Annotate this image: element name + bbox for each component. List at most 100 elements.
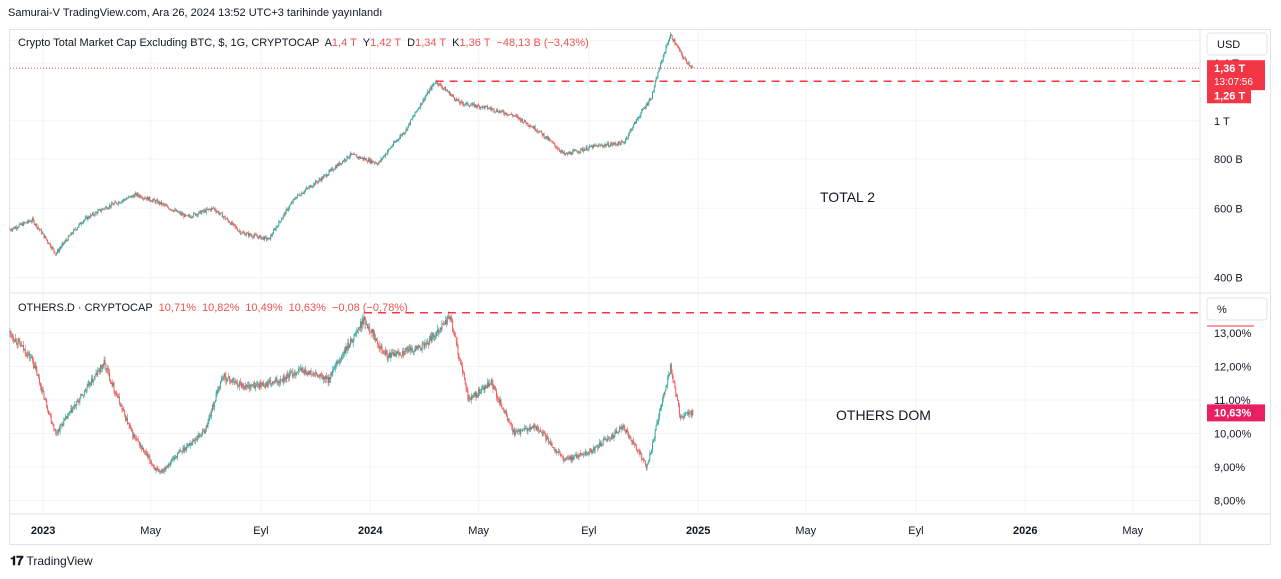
total2-candle	[401, 134, 403, 136]
others-dom-candle	[238, 385, 239, 387]
total2-candle	[154, 200, 156, 203]
total2-candle	[593, 144, 595, 146]
others-dom-candle	[602, 439, 604, 445]
total2-candle	[230, 221, 232, 225]
total2-level-badge-text: 1,26 T	[1214, 90, 1245, 102]
total2-candle	[483, 106, 485, 109]
total2-candle	[193, 213, 195, 217]
total2-candle	[179, 212, 181, 215]
others-dom-candle	[132, 431, 134, 438]
total2-candle	[648, 100, 650, 104]
others-dom-candle	[350, 338, 351, 346]
total2-candle	[432, 85, 434, 86]
total2-candle	[349, 156, 351, 158]
total2-candle	[378, 161, 380, 164]
total2-candle	[502, 110, 504, 112]
others-dom-candle	[190, 443, 192, 445]
total2-candle	[221, 212, 222, 214]
total2-candle	[339, 162, 341, 165]
others-dom-candle	[527, 428, 529, 432]
total2-candle	[269, 237, 271, 240]
total2-candle	[173, 210, 175, 212]
total2-candle	[376, 163, 378, 165]
others-dom-candle	[470, 399, 472, 401]
total2-candle	[625, 139, 627, 143]
others-change-value: −0,08 (−0,78%)	[332, 302, 408, 314]
total2-candle	[126, 198, 127, 200]
total2-candle	[114, 201, 116, 204]
total2-candle	[171, 209, 173, 211]
others-dom-candle	[267, 382, 269, 387]
x-tick-label: Eyl	[908, 525, 923, 537]
total2-candle	[288, 208, 290, 211]
total2-candle	[692, 66, 694, 68]
total2-candle	[268, 237, 270, 239]
total2-candle	[134, 194, 136, 198]
total2-candle	[530, 126, 532, 128]
others-dom-candle	[298, 368, 300, 370]
others-dom-candle	[292, 375, 294, 377]
others-dom-candle	[172, 459, 174, 461]
total2-candle	[337, 164, 339, 166]
total2-candle	[488, 108, 489, 110]
others-dom-candle	[686, 413, 687, 414]
total2-candle	[187, 215, 189, 216]
total2-candle	[212, 207, 214, 209]
total2-candle	[685, 57, 687, 60]
total2-candle	[345, 159, 347, 161]
total2-candle	[195, 214, 197, 216]
total2-candle	[323, 176, 325, 179]
others-dom-candle	[367, 326, 369, 329]
total2-candle	[31, 221, 32, 223]
total2-candle	[666, 45, 668, 47]
total2-candle	[48, 242, 49, 245]
others-dom-candle	[238, 381, 240, 387]
others-dom-candle	[463, 372, 465, 378]
total2-candle	[420, 103, 422, 105]
total2-candle	[430, 87, 432, 90]
total2-candle	[554, 143, 556, 146]
others-dom-candle	[594, 447, 596, 451]
total2-candle	[135, 193, 137, 196]
others-dom-candle	[340, 359, 342, 361]
total2-candle	[628, 132, 630, 136]
total2-candle	[281, 219, 282, 222]
total2-candle	[327, 174, 329, 176]
total2-candle	[486, 105, 488, 107]
others-dom-candle	[548, 441, 550, 443]
total2-candle	[204, 210, 206, 213]
total2-candle	[149, 197, 151, 201]
others-dom-candle	[453, 331, 455, 333]
others-dom-candle	[666, 384, 668, 387]
total2-candle	[86, 216, 88, 220]
others-dom-candle	[324, 375, 326, 380]
total2-candle	[419, 107, 420, 109]
others-dom-candle	[216, 390, 218, 394]
others-dom-candle	[558, 451, 560, 453]
others-dom-candle	[22, 345, 23, 346]
total2-candle	[320, 179, 322, 181]
total2-candle	[216, 211, 218, 213]
others-dom-candle	[176, 456, 178, 458]
total2-candle	[594, 145, 596, 146]
others-dom-candle	[486, 385, 488, 389]
total2-price-badge-text: 1,36 T	[1214, 63, 1245, 75]
others-dom-candle	[17, 339, 19, 345]
others-dom-candle	[180, 450, 182, 452]
others-dom-candle	[577, 455, 579, 458]
others-dom-candle	[187, 443, 189, 446]
total2-candle	[507, 114, 509, 116]
total2-candle	[81, 223, 83, 225]
total2-candle	[92, 213, 94, 215]
others-dom-candle	[640, 453, 642, 455]
total2-candle	[305, 189, 307, 191]
total2-candle	[200, 210, 202, 214]
total2-candle	[333, 169, 335, 171]
total2-candle	[435, 82, 437, 84]
others-dom-candle	[622, 425, 624, 428]
total2-candle	[266, 239, 268, 241]
currency-button	[1206, 32, 1268, 56]
others-dom-candle	[66, 416, 67, 419]
others-dom-candle	[270, 380, 272, 385]
